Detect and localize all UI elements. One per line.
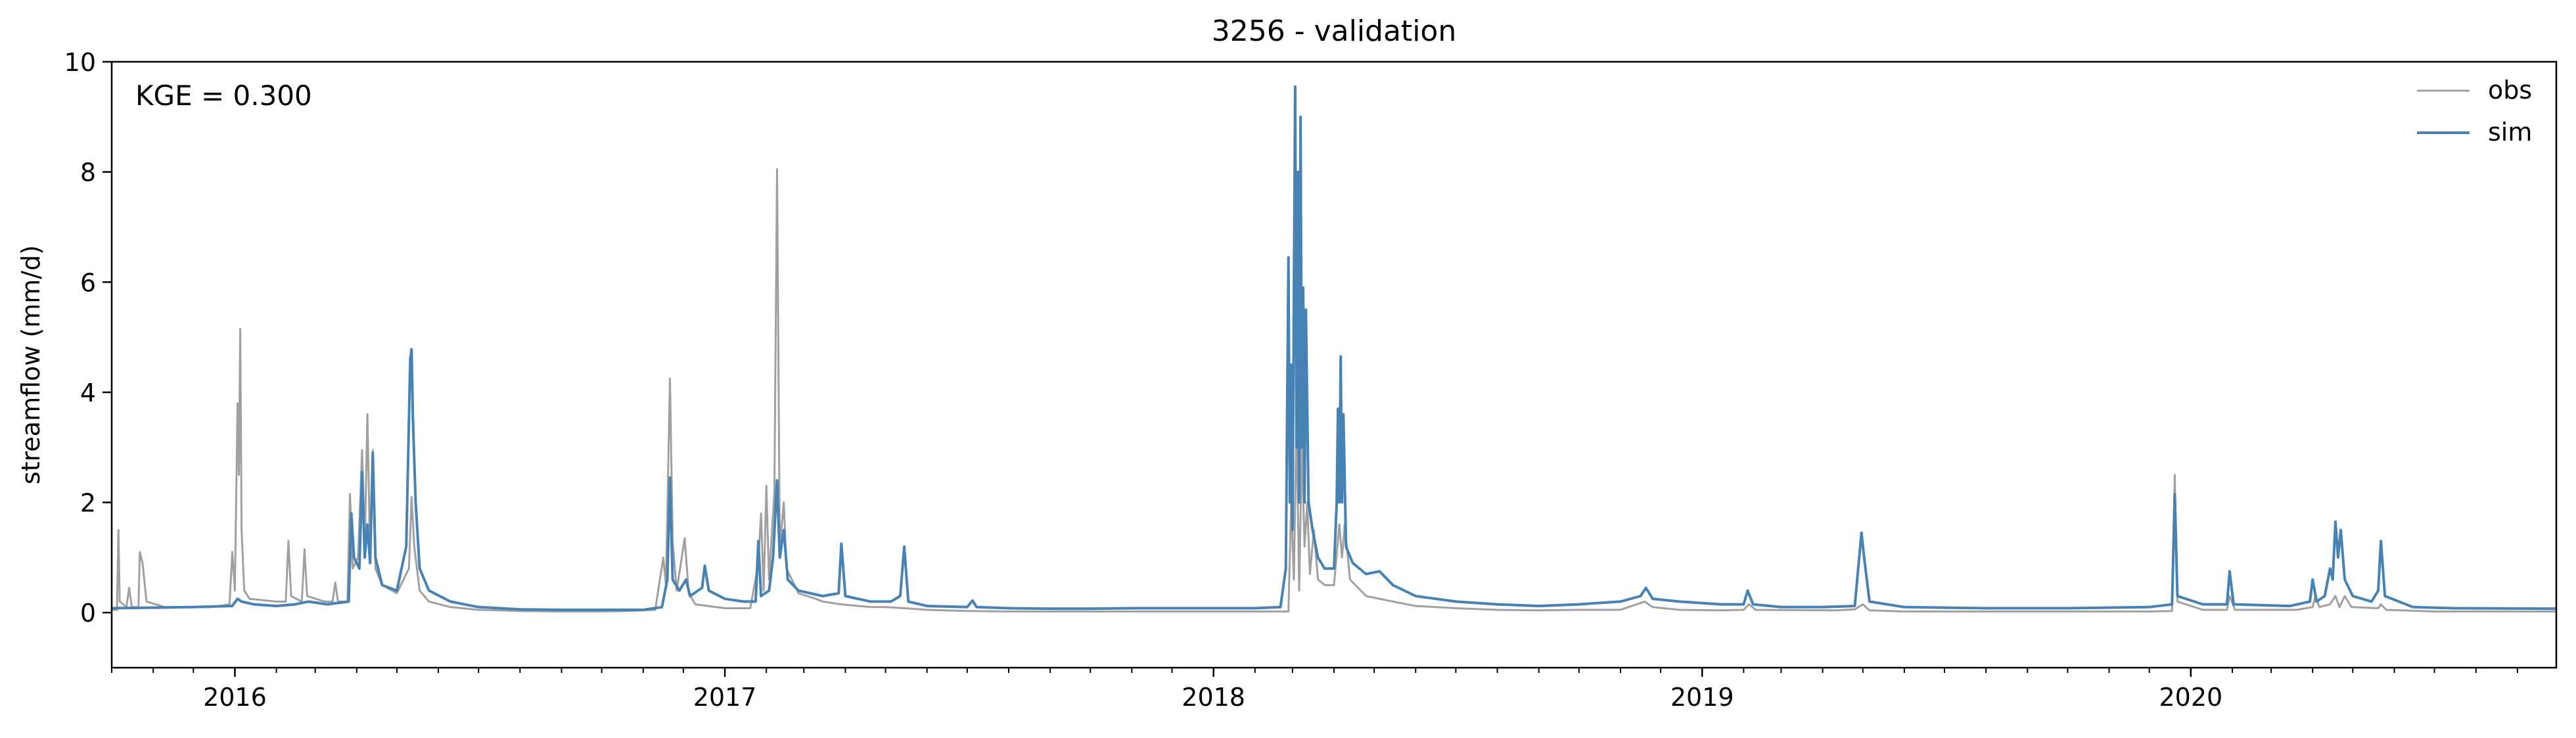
y-tick-label: 0 — [80, 599, 96, 628]
x-tick-label: 2018 — [1182, 683, 1245, 712]
y-tick-label: 2 — [80, 489, 96, 518]
x-tick-label: 2020 — [2159, 683, 2222, 712]
series-line-obs — [112, 168, 2556, 612]
x-tick-label: 2016 — [203, 683, 267, 712]
legend: obs sim — [2417, 76, 2532, 147]
chart-title: 3256 - validation — [1212, 14, 1456, 48]
y-tick-label: 6 — [80, 268, 96, 297]
y-axis: 0 2 4 6 8 10 — [64, 48, 112, 628]
series-layer — [111, 85, 2557, 612]
series-line-sim — [111, 85, 2557, 611]
legend-label-sim: sim — [2488, 118, 2532, 147]
x-tick-label: 2017 — [693, 683, 757, 712]
kge-annotation: KGE = 0.300 — [135, 80, 312, 112]
y-tick-label: 4 — [80, 379, 96, 407]
legend-label-obs: obs — [2488, 76, 2532, 104]
y-tick-label: 10 — [64, 48, 96, 77]
y-tick-label: 8 — [80, 158, 96, 187]
x-axis: 2016 2017 2018 2019 2020 — [111, 668, 2518, 712]
y-axis-label: streamflow (mm/d) — [16, 245, 45, 484]
x-tick-label: 2019 — [1670, 683, 1734, 712]
